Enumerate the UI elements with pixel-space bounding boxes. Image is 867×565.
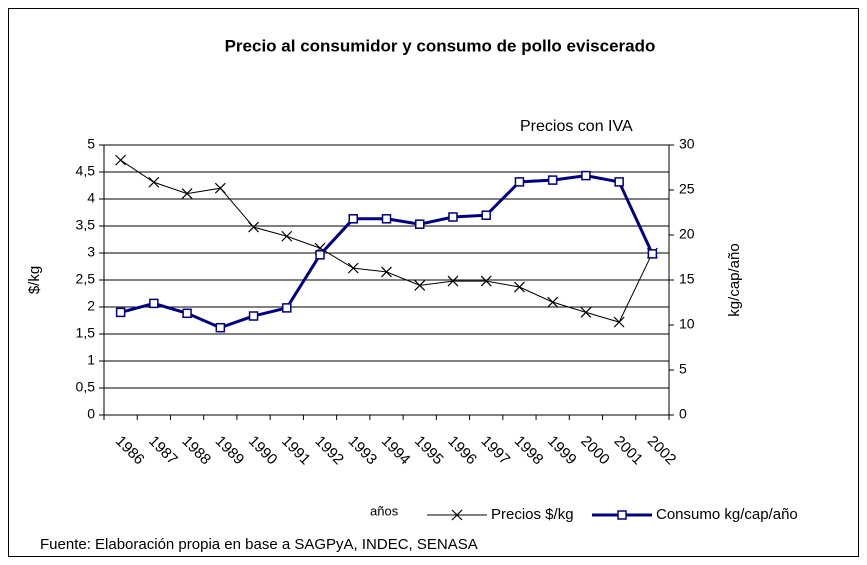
marker [347,262,359,274]
marker [514,281,525,293]
chart-title: Precio al consumidor y consumo de pollo … [225,36,656,55]
marker [414,219,425,229]
marker [381,214,392,224]
y2-tick-label: 20 [679,226,695,242]
marker [315,250,325,260]
marker [182,308,192,319]
marker [481,210,491,220]
marker [381,266,392,278]
y2-tick-label: 30 [679,136,695,152]
marker [181,188,193,200]
marker [248,221,259,233]
y-tick-label: 2 [87,298,95,314]
legend-marker [617,510,627,520]
y2-tick-label: 15 [679,271,695,287]
y-tick-label: 3,5 [76,217,96,233]
y-tick-label: 0 [87,406,95,422]
y-tick-label: 5 [87,136,95,152]
marker [480,275,492,287]
y-tick-label: 4,5 [76,163,96,179]
y-tick-label: 1,5 [76,325,96,341]
legend-label: Precios $/kg [491,506,574,523]
marker [448,212,458,222]
y-tick-label: 1 [87,352,95,368]
y-axis-label: $/kg [26,266,43,294]
marker [282,303,292,313]
marker [281,230,293,242]
marker [414,279,426,291]
y2-axis-label: kg/cap/año [726,243,743,316]
annotation: Precios con IVA [520,118,633,135]
marker [148,176,160,188]
marker [447,275,459,287]
y2-tick-label: 5 [679,361,687,377]
marker [514,177,525,187]
marker [547,296,559,308]
marker [248,311,259,321]
y-tick-label: 0,5 [76,379,96,395]
marker [214,182,226,194]
legend-label: Consumo kg/cap/año [656,506,798,523]
marker [149,298,159,309]
y2-tick-label: 10 [679,316,695,332]
marker [647,249,658,259]
y-tick-label: 2,5 [76,271,96,287]
marker [115,154,127,166]
legend-marker [451,509,463,521]
source-note: Fuente: Elaboración propia en base a SAG… [40,536,478,553]
marker [215,322,226,333]
x-axis-label: años [370,503,399,518]
y2-tick-label: 25 [679,181,695,197]
marker [614,177,624,187]
y2-tick-label: 0 [679,406,687,422]
marker [547,175,558,185]
y-tick-label: 3 [87,244,95,260]
marker [580,306,592,318]
marker [613,316,625,328]
marker [348,214,359,224]
marker [581,170,591,181]
marker [115,307,126,318]
y-tick-label: 4 [87,190,95,206]
